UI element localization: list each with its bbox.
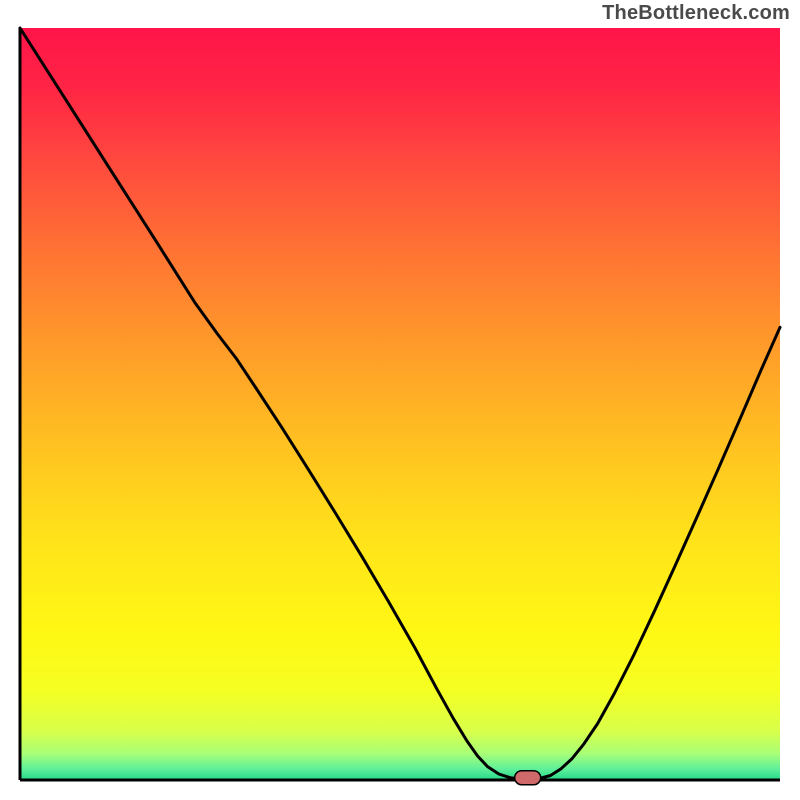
heatmap-background xyxy=(20,28,780,780)
gradient-line-chart xyxy=(0,0,800,800)
optimum-marker xyxy=(515,771,541,785)
plot-area xyxy=(0,0,800,800)
chart-root: { "watermark": { "text": "TheBottleneck.… xyxy=(0,0,800,800)
